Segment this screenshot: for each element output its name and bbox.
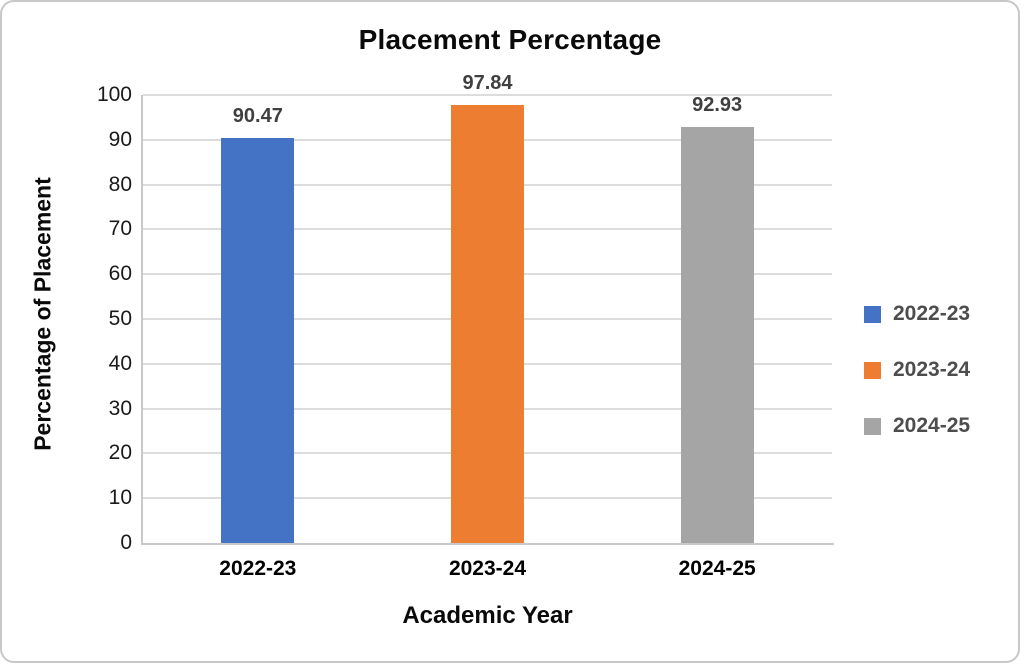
data-label-2023-24: 97.84	[462, 71, 513, 94]
y-tick-30: 30	[108, 396, 132, 420]
legend-swatch-icon	[864, 417, 881, 435]
y-tick-10: 10	[108, 486, 132, 510]
chart-title: Placement Percentage	[358, 24, 662, 55]
y-tick-70: 70	[108, 217, 132, 241]
legend-label: 2023-24	[893, 358, 971, 381]
legend-swatch-icon	[864, 361, 881, 379]
x-tick-2022-23: 2022-23	[219, 557, 297, 580]
y-tick-0: 0	[120, 531, 132, 554]
x-axis-line	[141, 543, 834, 545]
legend-item-2022-23: 2022-23	[864, 302, 970, 326]
y-axis-title: Percentage of Placement	[29, 177, 56, 451]
legend: 2022-23 2023-24 2024-25	[864, 302, 970, 438]
gridline-100	[143, 94, 832, 96]
x-axis-title: Academic Year	[402, 602, 573, 629]
plot-area: 90.47 97.84 92.93	[143, 72, 832, 543]
legend-item-2024-25: 2024-25	[864, 414, 970, 438]
legend-swatch-icon	[864, 305, 881, 323]
x-tick-2023-24: 2023-24	[448, 557, 527, 580]
y-tick-60: 60	[108, 262, 132, 286]
bar-2024-25	[680, 126, 754, 543]
y-tick-100: 100	[96, 83, 132, 106]
legend-item-2023-24: 2023-24	[864, 358, 970, 382]
legend-label: 2024-25	[893, 414, 971, 437]
y-tick-20: 20	[108, 441, 132, 465]
y-tick-50: 50	[108, 307, 132, 330]
bar-2022-23	[221, 137, 295, 543]
bar-2023-24	[451, 104, 524, 543]
legend-label: 2022-23	[893, 302, 971, 325]
y-tick-90: 90	[108, 127, 132, 151]
data-label-2022-23: 90.47	[232, 104, 283, 127]
y-tick-80: 80	[108, 172, 132, 196]
y-axis-line	[141, 95, 143, 545]
data-label-2024-25: 92.93	[692, 93, 743, 116]
x-tick-2024-25: 2024-25	[678, 557, 756, 580]
y-tick-40: 40	[108, 351, 132, 375]
